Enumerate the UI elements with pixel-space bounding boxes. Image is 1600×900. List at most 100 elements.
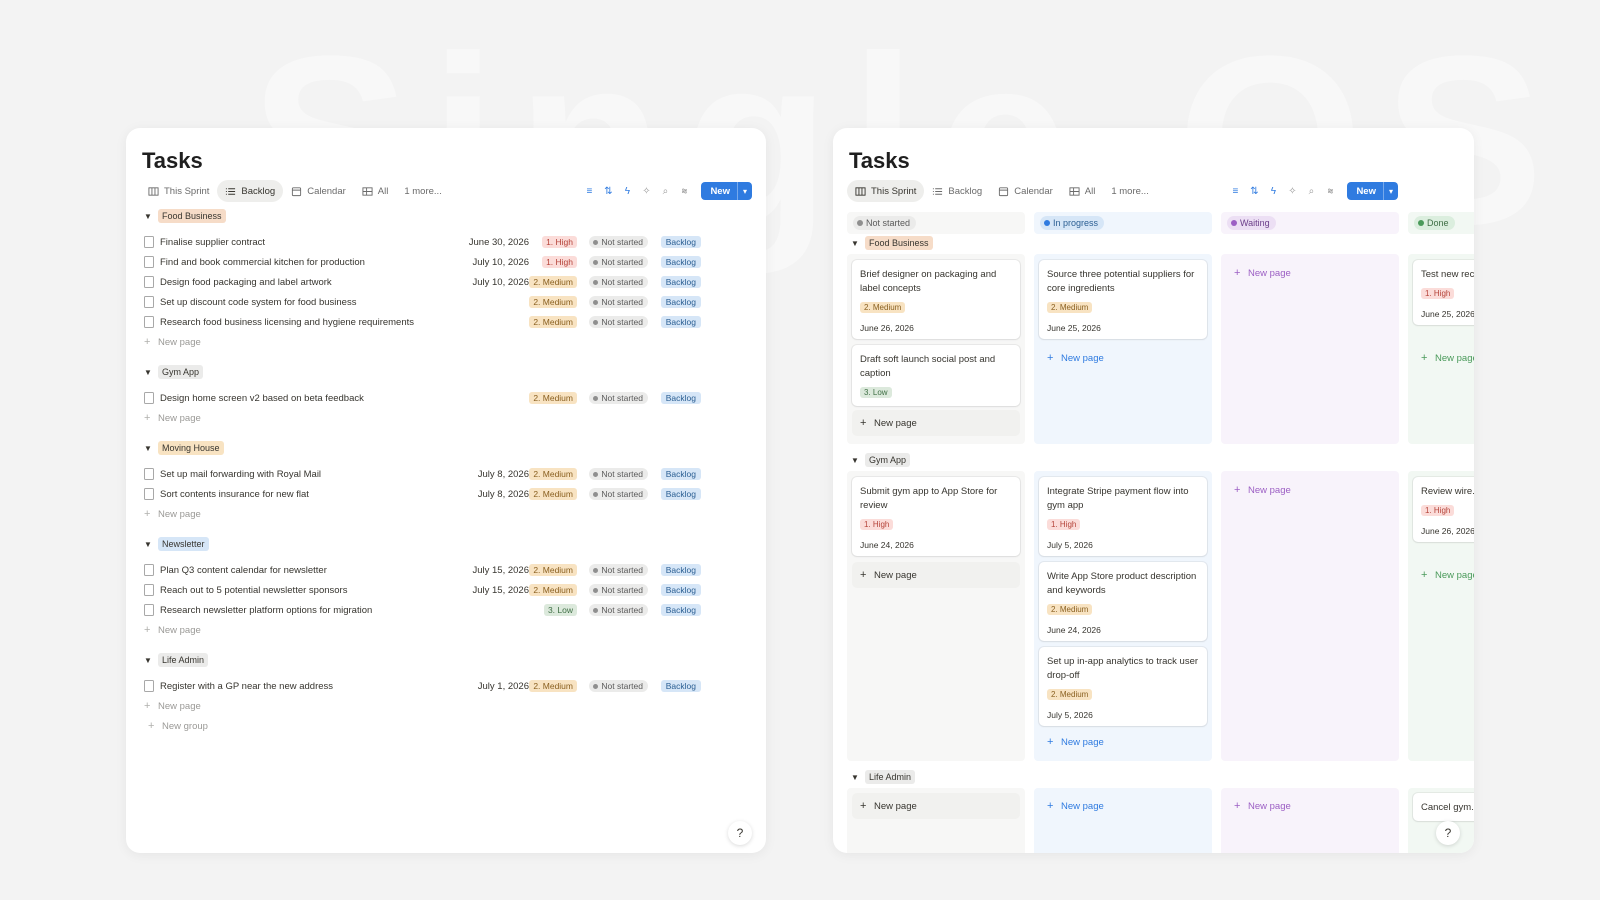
hide-icon[interactable]: ✧	[1288, 185, 1297, 197]
task-card[interactable]: Test new rec... soft launch 1. High June 2…	[1413, 260, 1474, 325]
group-header[interactable]: ▼ Life Admin	[144, 652, 766, 668]
new-button[interactable]: New ▾	[701, 182, 752, 200]
new-group-button[interactable]: + New group	[148, 716, 208, 736]
new-page-button[interactable]: + New page	[1226, 260, 1394, 286]
task-card[interactable]: Source three potential suppliers for cor…	[1039, 260, 1207, 339]
caret-down-icon[interactable]: ▼	[144, 443, 152, 453]
tab-calendar[interactable]: Calendar	[283, 180, 354, 202]
column-header[interactable]: Waiting	[1221, 212, 1399, 234]
tab-backlog[interactable]: Backlog	[217, 180, 284, 202]
group-header[interactable]: ▼ Food Business	[851, 235, 933, 251]
task-row[interactable]: Plan Q3 content calendar for newsletter J…	[144, 560, 766, 580]
new-page-label: New page	[1061, 800, 1104, 812]
status-label: Not started	[601, 257, 643, 267]
task-card[interactable]: Set up in-app analytics to track user dr…	[1039, 647, 1207, 726]
group-tag: Newsletter	[158, 537, 209, 551]
new-page-button[interactable]: + New page	[852, 562, 1020, 588]
caret-down-icon[interactable]: ▼	[144, 367, 152, 377]
tab-this-sprint[interactable]: This Sprint	[140, 180, 217, 202]
task-card[interactable]: Cancel gym... before...	[1413, 793, 1474, 821]
plus-icon: +	[1047, 800, 1054, 812]
column-header[interactable]: Done	[1408, 212, 1474, 234]
new-page-button[interactable]: + New page	[852, 410, 1020, 436]
status-label: Waiting	[1240, 218, 1270, 228]
caret-down-icon[interactable]: ▼	[144, 539, 152, 549]
new-page-button[interactable]: + New page	[1413, 562, 1474, 588]
task-card[interactable]: Submit gym app to App Store for review 1.…	[852, 477, 1020, 556]
task-row[interactable]: Set up mail forwarding with Royal Mail Ju…	[144, 464, 766, 484]
filter-icon[interactable]: ≡	[1232, 185, 1239, 197]
help-icon[interactable]: ?	[1436, 821, 1460, 845]
hide-icon[interactable]: ✧	[642, 185, 651, 197]
task-row[interactable]: Design home screen v2 based on beta feed…	[144, 388, 766, 408]
new-page-button[interactable]: + New page	[144, 620, 766, 640]
tab-all[interactable]: All	[354, 180, 397, 202]
automation-icon[interactable]: ϟ	[1270, 185, 1277, 197]
caret-down-icon[interactable]: ▼	[851, 455, 859, 465]
task-row[interactable]: Find and book commercial kitchen for pro…	[144, 252, 766, 272]
task-card[interactable]: Integrate Stripe payment flow into gym a…	[1039, 477, 1207, 556]
task-row[interactable]: Finalise supplier contract June 30, 2026 1…	[144, 232, 766, 252]
task-row[interactable]: Sort contents insurance for new flat July…	[144, 484, 766, 504]
group-header[interactable]: ▼ Food Business	[144, 208, 766, 224]
new-page-button[interactable]: + New page	[144, 408, 766, 428]
new-page-button[interactable]: + New page	[144, 504, 766, 524]
new-page-button[interactable]: + New page	[1226, 477, 1394, 503]
task-card[interactable]: Review wire... onboarding 1. High June 26,…	[1413, 477, 1474, 542]
new-page-button[interactable]: + New page	[1226, 793, 1394, 819]
tab-1-more[interactable]: 1 more...	[396, 180, 450, 202]
tab-all[interactable]: All	[1061, 180, 1104, 202]
chevron-down-icon[interactable]: ▾	[1382, 182, 1398, 200]
status-label: Not started	[601, 297, 643, 307]
new-page-button[interactable]: + New page	[1039, 729, 1207, 755]
new-button[interactable]: New ▾	[1347, 182, 1398, 200]
sort-icon[interactable]: ⇅	[1250, 185, 1259, 197]
task-card[interactable]: Brief designer on packaging and label co…	[852, 260, 1020, 339]
group-header[interactable]: ▼ Gym App	[144, 364, 766, 380]
plus-icon: +	[1421, 569, 1428, 581]
tab-1-more[interactable]: 1 more...	[1103, 180, 1157, 202]
task-row[interactable]: Research food business licensing and hyg…	[144, 312, 766, 332]
settings-icon[interactable]: ⩬	[681, 185, 688, 197]
group-header[interactable]: ▼ Newsletter	[144, 536, 766, 552]
automation-icon[interactable]: ϟ	[624, 185, 631, 197]
group-header[interactable]: ▼ Gym App	[851, 452, 911, 468]
caret-down-icon[interactable]: ▼	[144, 655, 152, 665]
caret-down-icon[interactable]: ▼	[851, 238, 859, 248]
help-icon[interactable]: ?	[728, 821, 752, 845]
chevron-down-icon[interactable]: ▾	[736, 182, 752, 200]
task-card[interactable]: Write App Store product description and …	[1039, 562, 1207, 641]
view-toolbar: This Sprint Backlog Calendar All 1 more... ≡…	[140, 180, 752, 202]
new-page-label: New page	[1248, 484, 1291, 496]
tab-calendar[interactable]: Calendar	[990, 180, 1061, 202]
sort-icon[interactable]: ⇅	[604, 185, 613, 197]
search-icon[interactable]: ⌕	[1308, 185, 1315, 197]
settings-icon[interactable]: ⩬	[1327, 185, 1334, 197]
board-icon	[855, 186, 866, 197]
task-row[interactable]: Reach out to 5 potential newsletter spon…	[144, 580, 766, 600]
new-page-button[interactable]: + New page	[1039, 345, 1207, 371]
task-row[interactable]: Set up discount code system for food bus…	[144, 292, 766, 312]
new-page-button[interactable]: + New page	[852, 793, 1020, 819]
tab-backlog[interactable]: Backlog	[924, 180, 990, 202]
new-page-button[interactable]: + New page	[144, 696, 766, 716]
new-page-label: New page	[158, 508, 201, 520]
task-card[interactable]: Draft soft launch social post and captio…	[852, 345, 1020, 406]
tab-this-sprint[interactable]: This Sprint	[847, 180, 925, 202]
column-header[interactable]: In progress	[1034, 212, 1212, 234]
caret-down-icon[interactable]: ▼	[144, 211, 152, 221]
task-row[interactable]: Research newsletter platform options for…	[144, 600, 766, 620]
group-header[interactable]: ▼ Life Admin	[851, 769, 916, 785]
new-page-button[interactable]: + New page	[1413, 345, 1474, 371]
task-row[interactable]: Design food packaging and label artwork J…	[144, 272, 766, 292]
column-cell	[1221, 788, 1399, 853]
caret-down-icon[interactable]: ▼	[851, 772, 859, 782]
new-page-button[interactable]: + New page	[1039, 793, 1207, 819]
group-header[interactable]: ▼ Moving House	[144, 440, 766, 456]
new-page-button[interactable]: + New page	[144, 332, 766, 352]
search-icon[interactable]: ⌕	[662, 185, 669, 197]
column-header[interactable]: Not started	[847, 212, 1025, 234]
toolbar-tools: ≡ ⇅ ϟ ✧ ⌕ ⩬ New ▾	[1229, 182, 1398, 200]
task-row[interactable]: Register with a GP near the new address J…	[144, 676, 766, 696]
filter-icon[interactable]: ≡	[586, 185, 593, 197]
